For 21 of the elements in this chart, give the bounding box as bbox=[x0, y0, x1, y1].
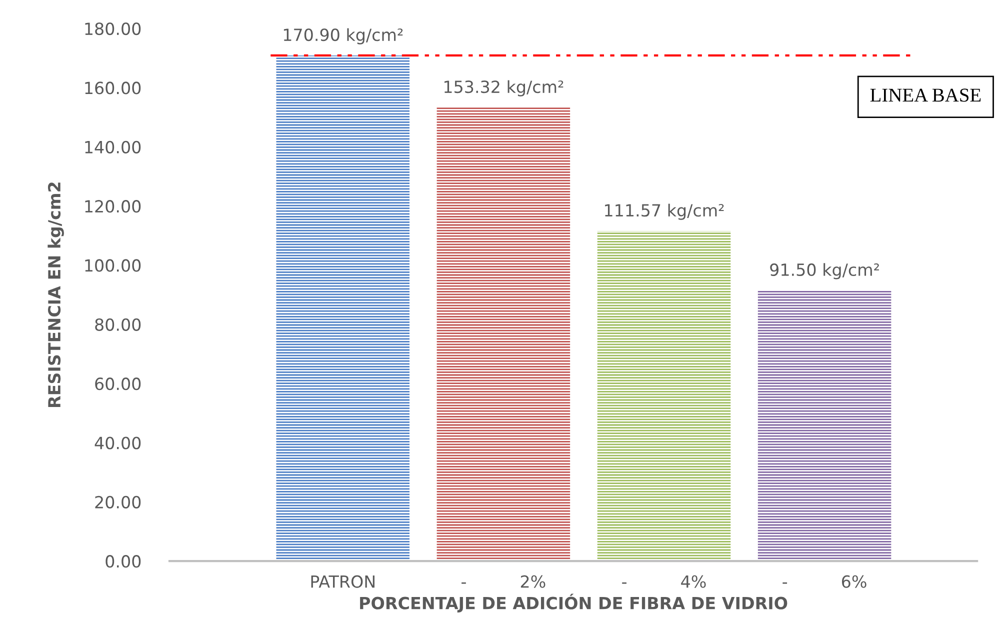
x-axis-title: PORCENTAJE DE ADICIÓN DE FIBRA DE VIDRIO bbox=[360, 594, 788, 613]
data-label: 111.57 kg/cm² bbox=[605, 204, 724, 220]
x-tick-label: - 4% bbox=[622, 575, 706, 588]
x-tick-label: - 6% bbox=[782, 575, 866, 588]
ref-line-label: LINEA BASE bbox=[870, 88, 981, 102]
y-tick-label: 120.00 bbox=[85, 200, 141, 213]
data-label: 170.90 kg/cm² bbox=[284, 28, 403, 44]
y-tick-label: 140.00 bbox=[85, 140, 141, 154]
data-label: 153.32 kg/cm² bbox=[444, 80, 564, 96]
x-tick-label: - 2% bbox=[462, 575, 546, 588]
x-tick-label: PATRON bbox=[311, 575, 374, 588]
y-tick-label: 60.00 bbox=[95, 378, 141, 390]
y-tick-label: 160.00 bbox=[85, 82, 141, 94]
data-label: 91.50 kg/cm² bbox=[770, 263, 879, 280]
y-axis-title: RESISTENCIA EN kg/cm2 bbox=[48, 182, 64, 407]
y-tick-label: 80.00 bbox=[95, 318, 141, 331]
y-tick-label: 40.00 bbox=[94, 436, 141, 450]
y-tick-label: 0.00 bbox=[106, 555, 141, 568]
y-tick-label: 20.00 bbox=[95, 496, 141, 508]
y-tick-label: 100.00 bbox=[85, 259, 141, 272]
y-tick-label: 180.00 bbox=[85, 22, 141, 36]
